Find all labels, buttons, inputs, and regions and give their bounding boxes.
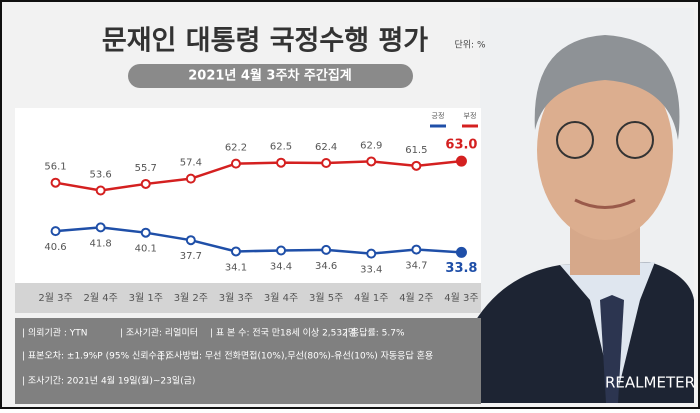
photo (455, 8, 694, 403)
point (321, 244, 332, 255)
x-tick-label: 3월 2주 (174, 292, 208, 304)
x-tick-label: 3월 3주 (219, 292, 253, 304)
value-label: 62.9 (360, 140, 382, 151)
subtitle-pill (128, 64, 413, 88)
point (185, 235, 196, 246)
value-label: 33.4 (360, 265, 382, 276)
point (140, 227, 151, 238)
value-label: 37.7 (180, 251, 202, 262)
value-label: 61.5 (405, 145, 427, 156)
point (411, 244, 422, 255)
point (455, 155, 467, 167)
point (276, 245, 287, 256)
legend-label: 부정 (464, 111, 477, 120)
subtitle: 2021년 4월 3주차 주간집계 (188, 68, 352, 84)
note: | 조사기간: 2021년 4월 19일(월)~23일(금) (22, 375, 195, 387)
unit-note: 단위: % (454, 40, 485, 51)
point (321, 158, 332, 168)
point (185, 173, 196, 184)
point (230, 246, 241, 257)
value-label: 33.8 (445, 261, 477, 276)
value-label: 34.4 (270, 262, 292, 273)
note: | 응답률: 5.7% (345, 327, 405, 339)
value-label: 41.8 (90, 238, 112, 249)
value-label: 62.2 (225, 143, 247, 154)
point (230, 158, 241, 169)
x-tick-label: 4월 1주 (354, 292, 388, 304)
point (455, 246, 467, 258)
point (140, 178, 151, 189)
legend-label: 긍정 (432, 111, 445, 120)
x-tick-label: 3월 5주 (309, 292, 343, 304)
value-label: 34.1 (225, 262, 247, 273)
brand: REALMETER (605, 374, 695, 392)
value-label: 40.1 (135, 244, 157, 255)
value-label: 40.6 (44, 242, 66, 253)
x-tick-label: 3월 1주 (129, 292, 163, 304)
point (411, 160, 422, 171)
point (366, 156, 377, 167)
value-label: 53.6 (90, 170, 112, 181)
note: | 표본오차: ±1.9%P (95% 신뢰수준) (22, 350, 169, 362)
notes-box (15, 318, 481, 404)
x-tick-label: 2월 4주 (83, 292, 117, 304)
point (50, 177, 61, 188)
point (50, 226, 61, 237)
x-tick-label: 2월 3주 (38, 292, 72, 304)
note: | 의뢰기관 : YTN (22, 328, 88, 339)
value-label: 55.7 (135, 163, 157, 174)
value-label: 34.7 (405, 261, 427, 272)
point (366, 248, 377, 259)
series-line (55, 159, 462, 192)
category-band (15, 283, 481, 313)
value-label: 63.0 (445, 138, 477, 153)
point (276, 157, 287, 168)
note: | 표 본 수: 전국 만18세 이상 2,532명 (210, 328, 356, 339)
value-label: 57.4 (180, 158, 202, 169)
plot-area (15, 108, 481, 283)
series-line (55, 226, 462, 255)
value-label: 56.1 (44, 162, 66, 173)
value-label: 34.6 (315, 261, 337, 272)
note: | 조사방법: 무선 전화면접(10%),무선(80%)-유선(10%) 자동응… (160, 350, 433, 362)
x-tick-label: 3월 4주 (264, 292, 298, 304)
point (95, 185, 106, 196)
value-label: 62.5 (270, 142, 292, 153)
chart-title: 문재인 대통령 국정수행 평가 (102, 26, 428, 57)
x-tick-label: 4월 3주 (444, 292, 478, 304)
value-label: 62.4 (315, 142, 337, 153)
note: | 조사기관: 리얼미터 (120, 328, 198, 339)
point (95, 222, 106, 233)
x-tick-label: 4월 2주 (399, 292, 433, 304)
